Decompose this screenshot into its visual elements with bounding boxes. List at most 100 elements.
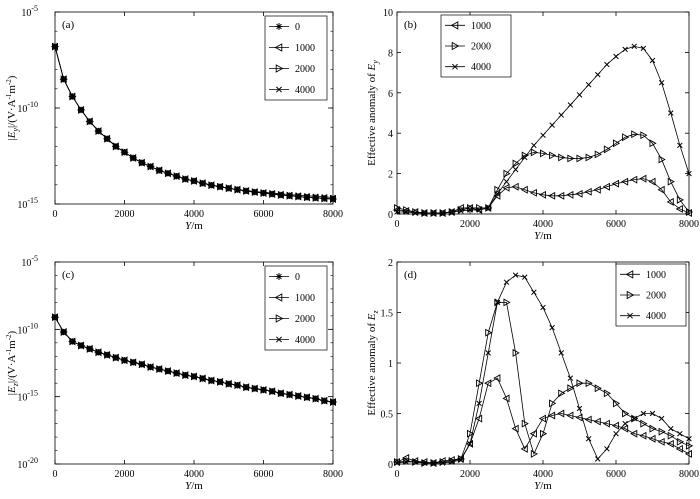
data-point xyxy=(511,182,519,191)
data-point xyxy=(503,298,511,307)
data-point xyxy=(567,375,574,381)
data-point xyxy=(476,379,484,388)
legend: 1000 2000 4000 xyxy=(615,263,687,327)
data-point xyxy=(585,81,592,88)
data-point xyxy=(630,429,638,438)
data-point xyxy=(147,363,155,372)
data-point xyxy=(640,131,648,140)
legend-entry: 0 xyxy=(269,22,300,33)
legend-marker xyxy=(452,63,458,70)
data-point xyxy=(138,158,147,167)
data-point xyxy=(286,191,293,198)
data-point xyxy=(260,387,267,393)
data-point xyxy=(412,459,419,465)
data-point xyxy=(130,359,136,366)
legend-marker xyxy=(274,293,283,302)
data-point xyxy=(182,371,190,380)
legend-box xyxy=(264,15,328,101)
x-tick-label: 4000 xyxy=(184,209,204,220)
x-tick-label: 2000 xyxy=(115,209,135,220)
y-tick-label: 0.5 xyxy=(381,410,394,421)
data-point xyxy=(521,274,528,280)
data-point xyxy=(243,383,251,392)
data-point xyxy=(575,189,583,198)
data-point xyxy=(584,415,592,424)
data-point xyxy=(164,367,173,376)
data-point xyxy=(485,205,492,211)
x-tick-label: 4000 xyxy=(184,469,204,480)
legend-label: 4000 xyxy=(471,62,491,73)
data-point xyxy=(182,175,190,184)
data-point xyxy=(648,177,656,186)
legend-marker xyxy=(276,336,282,343)
data-point xyxy=(86,346,93,352)
data-point xyxy=(78,107,84,113)
data-point xyxy=(465,439,474,448)
x-axis-label: Y/m xyxy=(185,220,203,232)
panel-label: (c) xyxy=(62,269,75,281)
data-point xyxy=(549,122,555,128)
data-point xyxy=(631,43,638,50)
data-point xyxy=(330,399,336,405)
y-axis-label: Effective anomaly of Ez xyxy=(366,309,380,415)
panel-label: (a) xyxy=(62,19,75,31)
y-tick-label: 0 xyxy=(388,460,393,471)
data-point xyxy=(529,429,537,438)
data-point xyxy=(312,193,319,200)
y-tick-label: 10-5 xyxy=(21,4,38,19)
data-point xyxy=(173,369,181,378)
panel-b: 0 2000 4000 6000 8000 Y/m 0 2 4 6 8 10 Effective ano… xyxy=(366,8,699,242)
data-point xyxy=(467,441,473,447)
data-point xyxy=(602,419,610,428)
legend-entry: 4000 xyxy=(269,335,315,346)
data-point xyxy=(393,203,402,212)
x-tick-label: 2000 xyxy=(460,219,480,230)
data-point xyxy=(312,395,319,402)
data-point xyxy=(208,182,215,188)
data-point xyxy=(439,210,446,216)
data-point xyxy=(51,313,60,322)
data-point xyxy=(567,384,575,393)
data-point xyxy=(199,179,207,188)
data-point xyxy=(538,190,547,199)
data-point xyxy=(630,175,638,184)
data-point xyxy=(631,130,639,139)
data-point xyxy=(503,169,511,178)
data-point xyxy=(121,357,128,364)
data-point xyxy=(677,142,683,149)
data-point xyxy=(104,350,112,359)
data-point xyxy=(448,209,455,215)
data-point xyxy=(649,424,657,433)
series-4000 xyxy=(394,272,692,466)
data-point xyxy=(558,112,565,118)
data-point xyxy=(252,188,258,195)
data-point xyxy=(547,191,556,200)
data-point xyxy=(685,208,694,216)
y-tick-label: 1 xyxy=(388,359,393,370)
legend-marker xyxy=(627,312,633,319)
data-point xyxy=(182,176,189,182)
data-point xyxy=(531,289,537,296)
data-point xyxy=(191,178,197,184)
y-tick-label: 4 xyxy=(388,129,393,140)
data-point xyxy=(104,135,110,142)
data-point xyxy=(86,344,94,353)
y-axis: 0 2 4 6 8 10 xyxy=(383,8,689,221)
data-point xyxy=(430,210,437,216)
x-axis-label: Y/m xyxy=(534,230,552,242)
data-point xyxy=(147,162,155,171)
data-point xyxy=(502,394,510,403)
data-point xyxy=(567,102,574,108)
data-point xyxy=(439,460,446,466)
data-point xyxy=(321,194,328,200)
data-point xyxy=(631,414,639,423)
data-point xyxy=(512,348,520,357)
data-point xyxy=(112,353,120,362)
series-line xyxy=(396,377,690,464)
y-tick-label: 10-20 xyxy=(17,456,38,471)
legend-label: 1000 xyxy=(295,293,315,304)
data-point xyxy=(86,117,94,126)
data-point xyxy=(649,139,657,148)
data-point xyxy=(78,341,86,350)
